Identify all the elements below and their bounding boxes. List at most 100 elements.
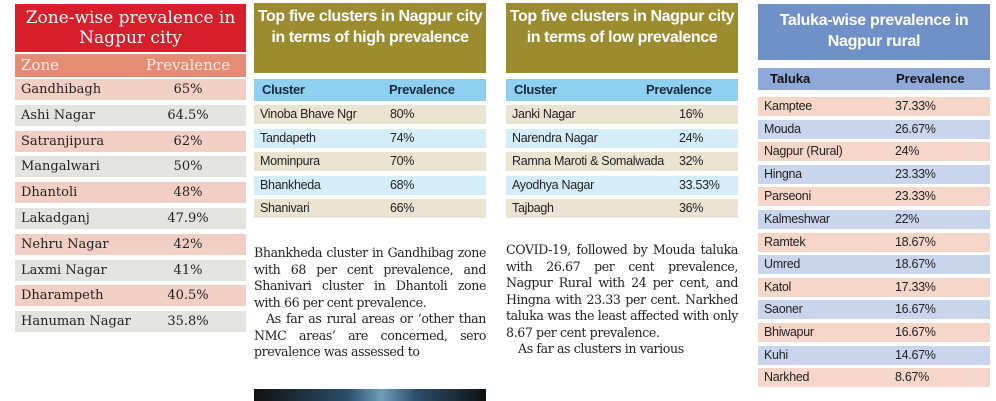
prevalence-cell: 14.67% bbox=[895, 347, 936, 362]
article-column-2: COVID-19, followed by Mouda taluka with … bbox=[506, 242, 738, 358]
prevalence-cell: 16% bbox=[679, 107, 704, 121]
table-row: Mangalwari 50% bbox=[15, 156, 246, 178]
table-row: Parseoni 23.33% bbox=[758, 187, 990, 207]
photo-strip bbox=[254, 389, 486, 401]
prevalence-cell: 42% bbox=[173, 236, 203, 252]
taluka-table-header: Taluka Prevalence bbox=[758, 68, 990, 90]
taluka-table-title: Taluka-wise prevalence in Nagpur rural bbox=[758, 4, 990, 60]
table-row: Umred 18.67% bbox=[758, 255, 990, 275]
low-table-title: Top five clusters in Nagpur city in term… bbox=[506, 3, 738, 73]
prevalence-cell: 66% bbox=[390, 201, 415, 215]
table-row: Mouda 26.67% bbox=[758, 119, 990, 139]
table-row: Satranjipura 62% bbox=[15, 130, 246, 152]
table-row: Bhiwapur 16.67% bbox=[758, 323, 990, 342]
name-cell: Katol bbox=[764, 279, 791, 294]
prevalence-cell: 23.33% bbox=[895, 189, 936, 204]
table-row: Nehru Nagar 42% bbox=[15, 233, 246, 255]
table-row: Tajbagh 36% bbox=[506, 199, 738, 218]
prevalence-cell: 48% bbox=[173, 185, 203, 201]
table-row: Ramtek 18.67% bbox=[758, 232, 990, 252]
name-cell: Kalmeshwar bbox=[764, 212, 830, 226]
name-cell: Saoner bbox=[764, 302, 803, 317]
prevalence-cell: 26.67% bbox=[895, 121, 936, 136]
header-zone: Zone bbox=[21, 56, 59, 74]
name-cell: Dhantoli bbox=[21, 185, 78, 201]
article-paragraph: Bhankheda cluster in Gandhibag zone with… bbox=[254, 245, 486, 310]
header-prevalence: Prevalence bbox=[646, 82, 712, 97]
name-cell: Satranjipura bbox=[21, 133, 105, 149]
table-row: Laxmi Nagar 41% bbox=[15, 259, 246, 281]
prevalence-cell: 16.67% bbox=[895, 302, 936, 317]
prevalence-cell: 18.67% bbox=[895, 234, 936, 249]
name-cell: Nagpur (Rural) bbox=[764, 144, 843, 159]
table-row: Lakadganj 47.9% bbox=[15, 208, 246, 229]
prevalence-cell: 70% bbox=[390, 154, 415, 168]
table-row: Kuhi 14.67% bbox=[758, 345, 990, 365]
table-row: Gandhibagh 65% bbox=[15, 79, 246, 100]
prevalence-cell: 24% bbox=[679, 130, 704, 145]
prevalence-cell: 35.8% bbox=[167, 314, 209, 330]
prevalence-cell: 68% bbox=[390, 177, 415, 192]
low-table-header: Cluster Prevalence bbox=[506, 79, 738, 101]
header-taluka: Taluka bbox=[770, 71, 811, 86]
prevalence-cell: 40.5% bbox=[167, 288, 209, 304]
prevalence-cell: 23.33% bbox=[895, 166, 936, 181]
table-row: Nagpur (Rural) 24% bbox=[758, 142, 990, 162]
prevalence-cell: 17.33% bbox=[895, 279, 936, 294]
prevalence-cell: 65% bbox=[173, 82, 203, 97]
header-prevalence: Prevalence bbox=[389, 82, 455, 97]
name-cell: Lakadganj bbox=[21, 211, 90, 226]
zone-table-header: Zone Prevalence bbox=[15, 54, 246, 77]
prevalence-cell: 37.33% bbox=[895, 99, 936, 113]
prevalence-cell: 64.5% bbox=[167, 107, 209, 123]
table-row: Katol 17.33% bbox=[758, 277, 990, 297]
table-row: Dhantoli 48% bbox=[15, 182, 246, 204]
prevalence-cell: 74% bbox=[390, 130, 415, 145]
prevalence-cell: 8.67% bbox=[895, 370, 929, 385]
table-row: Kalmeshwar 22% bbox=[758, 210, 990, 229]
name-cell: Gandhibagh bbox=[21, 82, 102, 97]
table-row: Kamptee 37.33% bbox=[758, 97, 990, 116]
prevalence-cell: 62% bbox=[173, 133, 203, 149]
prevalence-cell: 16.67% bbox=[895, 325, 936, 339]
prevalence-cell: 24% bbox=[895, 144, 920, 159]
header-cluster: Cluster bbox=[262, 82, 305, 97]
name-cell: Nehru Nagar bbox=[21, 236, 109, 252]
article-paragraph: As far as clusters in various bbox=[518, 341, 684, 356]
table-row: Ayodhya Nagar 33.53% bbox=[506, 175, 738, 195]
article-paragraph: COVID-19, followed by Mouda taluka with … bbox=[506, 242, 738, 340]
table-row: Dharampeth 40.5% bbox=[15, 285, 246, 307]
table-row: Janki Nagar 16% bbox=[506, 105, 738, 124]
prevalence-cell: 47.9% bbox=[167, 211, 209, 226]
table-row: Mominpura 70% bbox=[254, 152, 486, 171]
prevalence-cell: 36% bbox=[679, 201, 704, 215]
header-prevalence: Prevalence bbox=[896, 71, 965, 86]
table-row: Shanivari 66% bbox=[254, 199, 486, 218]
name-cell: Kamptee bbox=[764, 99, 812, 113]
table-row: Narendra Nagar 24% bbox=[506, 128, 738, 148]
header-prevalence: Prevalence bbox=[145, 56, 231, 74]
name-cell: Narendra Nagar bbox=[512, 130, 598, 145]
zone-table-title: Zone-wise prevalence in Nagpur city bbox=[15, 4, 246, 52]
name-cell: Laxmi Nagar bbox=[21, 262, 107, 278]
name-cell: Tajbagh bbox=[512, 201, 554, 215]
prevalence-cell: 50% bbox=[173, 159, 203, 175]
name-cell: Narkhed bbox=[764, 370, 810, 385]
prevalence-cell: 32% bbox=[679, 154, 704, 168]
name-cell: Ramtek bbox=[764, 234, 806, 249]
name-cell: Janki Nagar bbox=[512, 107, 576, 121]
name-cell: Bhiwapur bbox=[764, 325, 814, 339]
high-table-title: Top five clusters in Nagpur city in term… bbox=[254, 3, 486, 73]
name-cell: Dharampeth bbox=[21, 288, 104, 304]
name-cell: Umred bbox=[764, 257, 801, 272]
name-cell: Bhankheda bbox=[260, 177, 321, 192]
name-cell: Vinoba Bhave Ngr bbox=[260, 107, 357, 121]
name-cell: Ayodhya Nagar bbox=[512, 177, 595, 192]
article-column-1: Bhankheda cluster in Gandhibag zone with… bbox=[254, 245, 486, 361]
prevalence-cell: 18.67% bbox=[895, 257, 936, 272]
name-cell: Hanuman Nagar bbox=[21, 314, 131, 330]
name-cell: Ashi Nagar bbox=[21, 107, 96, 123]
name-cell: Mangalwari bbox=[21, 159, 100, 175]
table-row: Vinoba Bhave Ngr 80% bbox=[254, 105, 486, 124]
high-table-header: Cluster Prevalence bbox=[254, 79, 486, 101]
